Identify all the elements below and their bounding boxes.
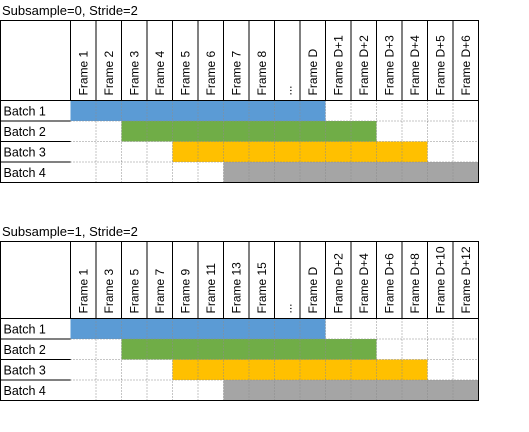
column-header: Frame D+5 bbox=[433, 35, 447, 96]
row-label: Batch 4 bbox=[4, 166, 46, 180]
column-header: Frame D+2 bbox=[357, 35, 371, 96]
column-header: Frame 8 bbox=[255, 50, 269, 95]
batch-bar-4 bbox=[223, 162, 479, 183]
row-label: Batch 3 bbox=[4, 146, 46, 160]
table-outer-border bbox=[0, 20, 479, 183]
column-header: Frame D bbox=[306, 48, 320, 95]
column-header: Frame 7 bbox=[229, 50, 243, 95]
row-label: Batch 1 bbox=[4, 105, 46, 119]
column-header: Frame D+1 bbox=[331, 35, 345, 96]
column-header: Frame 6 bbox=[204, 50, 218, 95]
table-1-title: Subsample=0, Stride=2 bbox=[2, 3, 138, 18]
column-header: Frame D+6 bbox=[459, 35, 473, 96]
column-header: Frame D+3 bbox=[382, 35, 396, 96]
column-header: Frame 4 bbox=[153, 50, 167, 95]
column-header: Frame 1 bbox=[76, 50, 90, 95]
column-header: ... bbox=[280, 85, 294, 95]
column-header: Frame 3 bbox=[127, 50, 141, 95]
column-header: Frame D+4 bbox=[408, 35, 422, 96]
column-header: Frame 5 bbox=[178, 50, 192, 95]
column-header: Frame 2 bbox=[102, 50, 116, 95]
row-label: Batch 2 bbox=[4, 125, 46, 139]
batch-bar-1 bbox=[70, 100, 326, 121]
table-2-title: Subsample=1, Stride=2 bbox=[2, 224, 138, 239]
